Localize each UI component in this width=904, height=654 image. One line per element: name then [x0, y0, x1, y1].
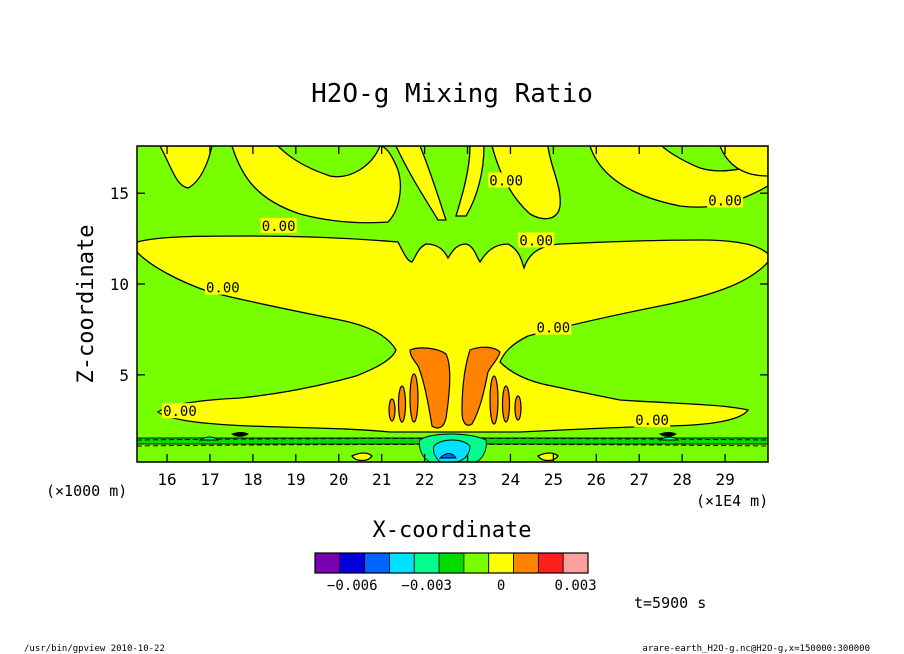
x-tick-label: 16 — [157, 470, 176, 489]
footer-right: arare-earth_H2O-g.nc@H2O-g,x=150000:3000… — [642, 644, 870, 654]
x-tick-label: 24 — [501, 470, 520, 489]
colorbar-swatch — [364, 552, 390, 574]
x-tick-label: 18 — [243, 470, 262, 489]
time-label: t=5900 s — [634, 594, 706, 612]
chart-title: H2O-g Mixing Ratio — [311, 79, 593, 109]
plot-frame — [136, 145, 769, 463]
contour-label-bg — [204, 279, 241, 295]
contour-fill-lowlevel — [137, 432, 768, 462]
contour-label-bg — [518, 232, 555, 248]
contour-label: 0.00 — [206, 281, 240, 297]
colorbar-swatch — [389, 552, 415, 574]
colorbar-frame — [314, 552, 589, 574]
x-tick-label: 27 — [630, 470, 649, 489]
plot-area: 0.00 0.00 0.00 0.00 0.00 0.00 0.00 0.00 — [137, 146, 768, 462]
contour-label-bg — [634, 412, 671, 428]
x-unit-label: (×1E4 m) — [696, 492, 768, 510]
x-tick-label: 22 — [415, 470, 434, 489]
contour-labels: 0.00 0.00 0.00 0.00 0.00 0.00 0.00 0.00 — [161, 172, 744, 429]
colorbar-swatch — [413, 552, 440, 574]
x-axis-title: X-coordinate — [373, 518, 532, 543]
colorbar-swatch — [463, 552, 490, 574]
contour-label-bg — [488, 172, 525, 188]
colorbar: −0.006 −0.003 0 0.003 — [314, 552, 597, 594]
footer-left: /usr/bin/gpview 2010-10-22 — [24, 644, 165, 654]
colorbar-tick-label: −0.003 — [401, 578, 452, 594]
colorbar-swatch — [562, 552, 589, 574]
contour-label-bg — [161, 403, 198, 419]
contour-label-bg — [260, 217, 297, 233]
colorbar-tick-label: 0 — [497, 578, 505, 594]
x-tick-label: 23 — [458, 470, 477, 489]
x-tick-label: 28 — [673, 470, 692, 489]
x-tick-label: 21 — [372, 470, 391, 489]
contour-fill-yellow — [137, 146, 768, 462]
contour-label: 0.00 — [635, 413, 669, 429]
contour-label: 0.00 — [163, 404, 197, 420]
contour-label: 0.00 — [537, 321, 571, 337]
contour-label-bg — [707, 192, 744, 208]
colorbar-swatch — [339, 552, 366, 574]
colorbar-tick-label: 0.003 — [555, 578, 597, 594]
x-tick-label: 20 — [329, 470, 348, 489]
colorbar-tick-label: −0.006 — [327, 578, 378, 594]
x-tick-label: 26 — [587, 470, 606, 489]
contour-label: 0.00 — [262, 219, 296, 235]
x-tick-label: 17 — [200, 470, 219, 489]
colorbar-swatch — [513, 552, 539, 574]
contour-fill-orange — [388, 346, 522, 429]
y-tick-label: 5 — [119, 366, 129, 385]
contour-label: 0.00 — [708, 193, 742, 209]
colorbar-swatch — [438, 552, 465, 574]
y-axis: 5 10 15 — [110, 184, 768, 385]
y-tick-label: 10 — [110, 275, 129, 294]
y-axis-title: Z-coordinate — [74, 225, 99, 384]
colorbar-swatch — [537, 552, 564, 574]
colorbar-swatch — [314, 552, 341, 574]
x-axis: 16 17 18 19 20 21 22 23 24 25 26 27 28 29 — [157, 146, 735, 489]
x-tick-label: 19 — [286, 470, 305, 489]
x-tick-label: 25 — [544, 470, 563, 489]
colorbar-swatch — [488, 552, 514, 574]
y-unit-label: (×1000 m) — [46, 482, 127, 500]
x-tick-label: 29 — [715, 470, 734, 489]
contour-label: 0.00 — [519, 233, 553, 249]
y-tick-label: 15 — [110, 184, 129, 203]
contour-label-bg — [535, 319, 572, 335]
contour-label: 0.00 — [489, 174, 523, 190]
